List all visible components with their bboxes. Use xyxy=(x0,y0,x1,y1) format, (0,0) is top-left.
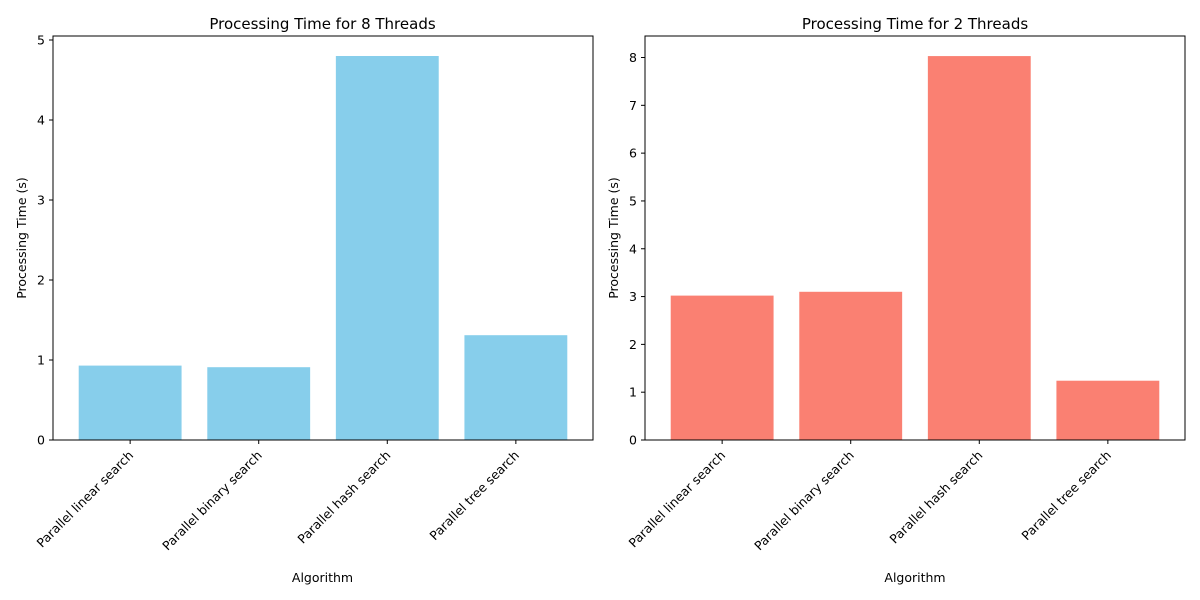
y-tick-label: 1 xyxy=(629,385,637,400)
bar-0 xyxy=(670,295,774,440)
bars-group xyxy=(78,56,568,440)
y-ticks-group: 0 1 2 3 4 5 xyxy=(37,33,53,448)
y-ticks-group: 0 1 2 3 4 5 6 7 8 xyxy=(629,50,645,448)
bar-1 xyxy=(207,367,311,440)
x-tick-label: Parallel hash search xyxy=(294,448,393,547)
bars-group xyxy=(670,56,1160,440)
chart-panel-8-threads: Processing Time for 8 Threads 0 1 2 3 4 5 Par… xyxy=(14,15,594,585)
chart-panel-2-threads: Processing Time for 2 Threads 012345678 … xyxy=(606,15,1186,585)
plot-area-frame xyxy=(52,35,594,441)
y-tick-label: 6 xyxy=(629,146,637,161)
x-ticks-group: Parallel linear search Parallel binary se… xyxy=(33,440,522,553)
plot-area-frame xyxy=(644,35,1186,441)
y-tick-label: 0 xyxy=(37,433,45,448)
x-ticks-group: Parallel linear search Parallel binary se… xyxy=(625,440,1114,553)
y-tick-label: 0 xyxy=(629,433,637,448)
y-axis-label: Processing Time (s) xyxy=(606,177,621,299)
bar-1 xyxy=(799,291,903,440)
x-tick-label: Parallel tree search xyxy=(426,448,522,544)
x-tick-label: Parallel hash search xyxy=(886,448,985,547)
x-tick-label: Parallel tree search xyxy=(1018,448,1114,544)
x-tick-label: Parallel linear search xyxy=(33,448,136,551)
y-tick-label: 2 xyxy=(629,337,637,352)
bar-2 xyxy=(927,56,1031,440)
y-tick-label: 4 xyxy=(629,241,637,256)
bar-3 xyxy=(464,335,568,440)
bar-0 xyxy=(78,365,182,440)
bar-2 xyxy=(335,56,439,440)
y-tick-label: 3 xyxy=(629,289,637,304)
y-tick-label: 2 xyxy=(37,273,45,288)
x-tick-label: Parallel binary search xyxy=(751,448,857,554)
x-axis-label: Algorithm xyxy=(884,570,945,585)
y-tick-label: 5 xyxy=(629,193,637,208)
y-axis-label: Processing Time (s) xyxy=(14,177,29,299)
x-tick-label: Parallel binary search xyxy=(159,448,265,554)
x-tick-label: Parallel linear search xyxy=(625,448,728,551)
chart-title: Processing Time for 2 Threads xyxy=(802,15,1028,33)
bar-3 xyxy=(1056,380,1160,440)
x-axis-label: Algorithm xyxy=(292,570,353,585)
y-tick-label: 4 xyxy=(37,113,45,128)
y-tick-label: 5 xyxy=(37,33,45,48)
y-tick-label: 3 xyxy=(37,193,45,208)
y-tick-label: 1 xyxy=(37,353,45,368)
chart-title: Processing Time for 8 Threads xyxy=(209,15,435,33)
y-tick-label: 7 xyxy=(629,98,637,113)
y-tick-label: 8 xyxy=(629,50,637,65)
